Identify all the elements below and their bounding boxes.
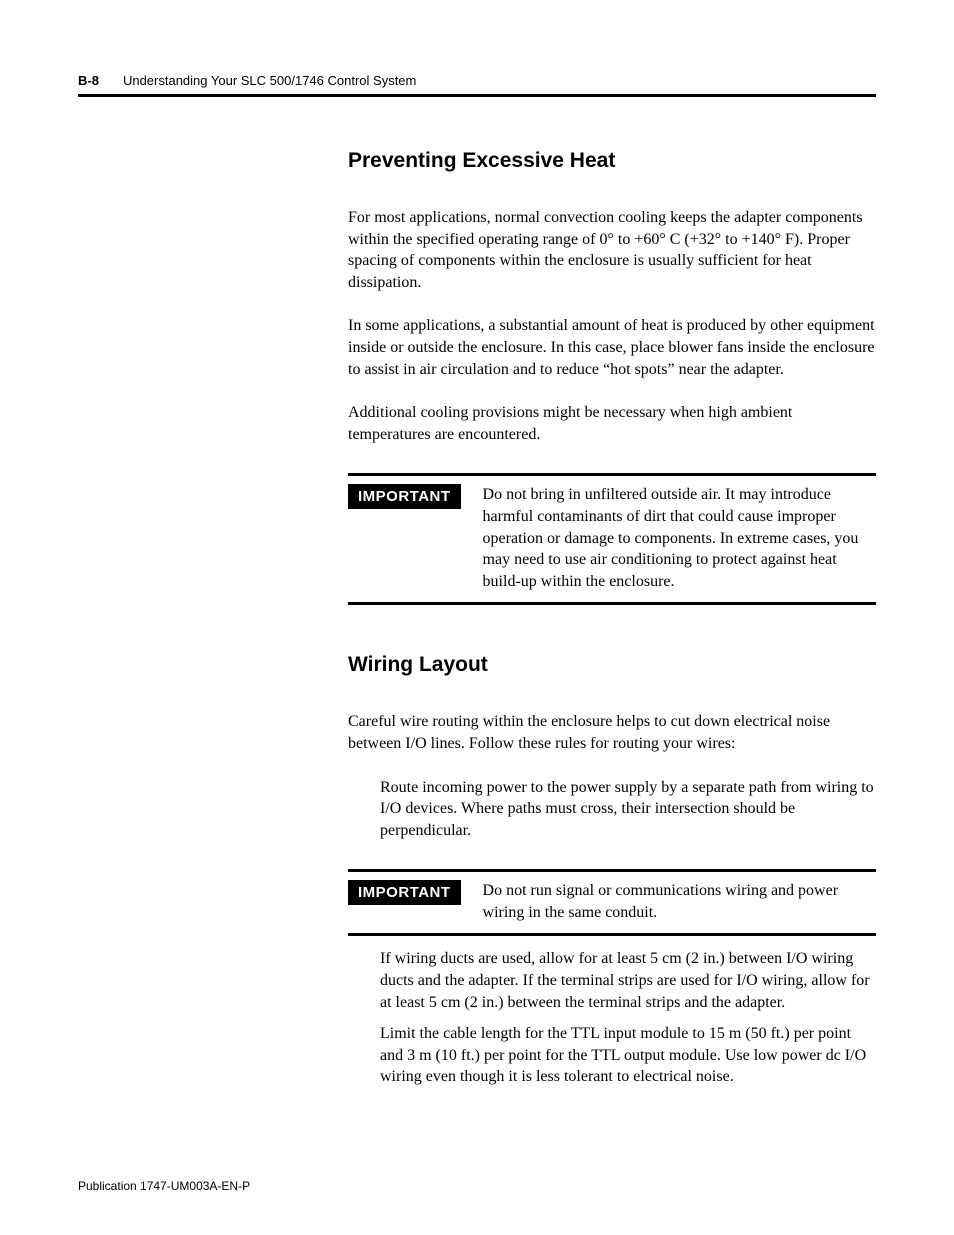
heading-wiring-layout: Wiring Layout (348, 653, 876, 677)
header-title: Understanding Your SLC 500/1746 Control … (123, 73, 416, 88)
wiring-paragraph-1: Careful wire routing within the enclosur… (348, 711, 876, 754)
wiring-bullet-3: Limit the cable length for the TTL input… (348, 1023, 876, 1088)
important-text-heat: Do not bring in unfiltered outside air. … (483, 484, 876, 592)
main-content: Preventing Excessive Heat For most appli… (348, 149, 876, 1088)
important-callout-wiring: IMPORTANT Do not run signal or communica… (348, 869, 876, 936)
header-rule (78, 94, 876, 97)
heat-paragraph-2: In some applications, a substantial amou… (348, 315, 876, 380)
heat-paragraph-1: For most applications, normal convection… (348, 207, 876, 293)
important-text-wiring: Do not run signal or communications wiri… (483, 880, 876, 923)
heat-paragraph-3: Additional cooling provisions might be n… (348, 402, 876, 445)
important-label: IMPORTANT (348, 484, 461, 509)
publication-footer: Publication 1747-UM003A-EN-P (78, 1179, 250, 1193)
wiring-bullet-2: If wiring ducts are used, allow for at l… (348, 948, 876, 1013)
important-callout-heat: IMPORTANT Do not bring in unfiltered out… (348, 473, 876, 605)
running-header: B-8 Understanding Your SLC 500/1746 Cont… (78, 73, 876, 88)
wiring-bullet-1: Route incoming power to the power supply… (348, 777, 876, 842)
heading-preventing-heat: Preventing Excessive Heat (348, 149, 876, 173)
page-number: B-8 (78, 73, 99, 88)
important-label: IMPORTANT (348, 880, 461, 905)
